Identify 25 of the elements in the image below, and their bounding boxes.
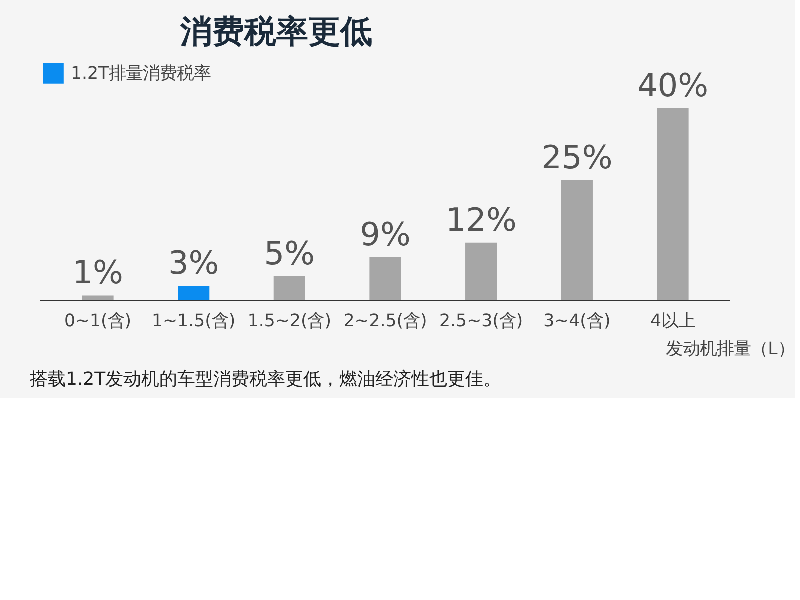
x-tick-label: 2~2.5(含) (344, 312, 428, 332)
bar (657, 108, 689, 300)
x-tick-label: 3~4(含) (544, 312, 611, 332)
bar (178, 286, 210, 300)
data-label: 25% (542, 138, 613, 176)
x-axis-title: 发动机排量（L） (666, 340, 795, 360)
data-label: 1% (72, 254, 124, 292)
x-tick-label: 2.5~3(含) (440, 312, 524, 332)
bar (274, 276, 306, 300)
x-tick-label: 1.5~2(含) (248, 312, 332, 332)
data-label: 3% (168, 244, 220, 282)
text: 搭载1.2T发动机的车型消费税率更低，燃油经济性也更佳。 (30, 368, 502, 392)
bar (561, 180, 593, 300)
x-tick-label: 4以上 (650, 312, 696, 332)
bar (466, 242, 498, 300)
bar (370, 257, 402, 300)
x-tick-label: 1~1.5(含) (152, 312, 236, 332)
data-label: 5% (264, 234, 316, 272)
legend-label: 1.2T排量消费税率 (71, 63, 212, 85)
data-label: 9% (360, 215, 411, 254)
x-tick-label: 0~1(含) (64, 312, 132, 332)
data-label: 40% (637, 66, 709, 104)
chart-title: 消费税率更低 (180, 12, 372, 50)
bar (82, 296, 114, 300)
data-label: 12% (446, 200, 517, 239)
